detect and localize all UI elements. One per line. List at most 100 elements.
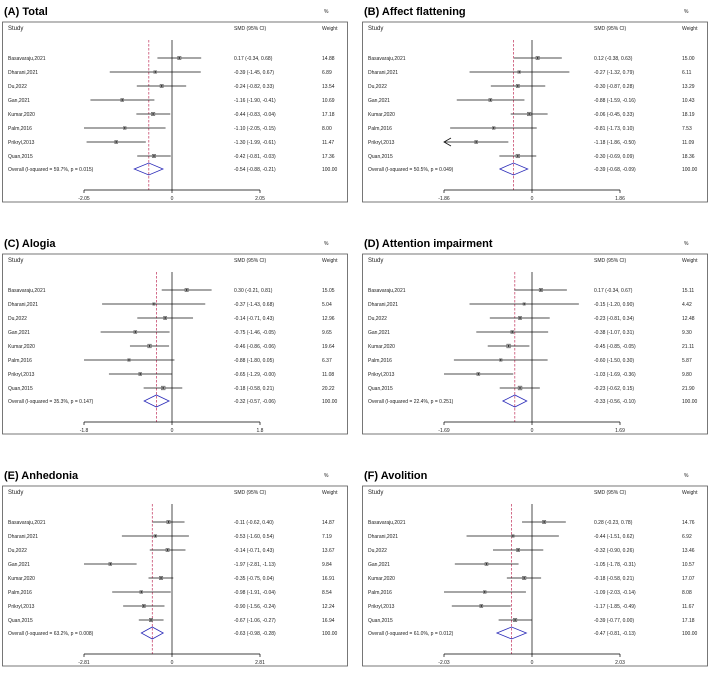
weight-label: 13.46 — [682, 548, 695, 554]
overall-ci-label: -0.33 (-0.56, -0.10) — [594, 399, 636, 405]
forest-panel-3: (C) Alogia % Study SMD (95% CI) Weight Basava… — [2, 238, 348, 435]
weight-label: 11.67 — [682, 604, 694, 610]
effect-ci-label: -0.14 (-0.71, 0.43) — [234, 316, 274, 322]
weight-label: 10.69 — [322, 98, 335, 104]
effect-ci-label: -0.24 (-0.82, 0.33) — [234, 84, 274, 90]
x-tick-label: -2.03 — [438, 660, 450, 666]
study-label: Prikryl,2013 — [368, 140, 395, 146]
study-point-estimate — [178, 57, 180, 59]
effect-header: SMD (95% CI) — [234, 26, 267, 32]
study-point-estimate — [536, 57, 539, 59]
effect-ci-label: -1.10 (-2.05, -0.15) — [234, 126, 276, 132]
effect-ci-label: -1.18 (-1.86, -0.50) — [594, 140, 636, 146]
effect-ci-label: -1.16 (-1.90, -0.41) — [234, 98, 276, 104]
effect-ci-label: -0.39 (-0.77, 0.00) — [594, 618, 634, 624]
study-point-estimate — [528, 113, 530, 115]
x-tick-label: -2.05 — [78, 196, 90, 202]
x-tick-label: 0 — [171, 196, 174, 202]
overall-ci-label: -0.63 (-0.98, -0.28) — [234, 631, 276, 637]
effect-ci-label: -0.75 (-1.46, -0.05) — [234, 330, 276, 336]
effect-ci-label: 0.28 (-0.23, 0.78) — [594, 520, 633, 526]
weight-label: 16.91 — [322, 576, 335, 582]
effect-ci-label: -1.17 (-1.85, -0.49) — [594, 604, 636, 610]
study-label: Du,2022 — [8, 84, 27, 90]
effect-header: SMD (95% CI) — [594, 258, 627, 264]
study-header: Study — [8, 26, 23, 32]
weight-label: 7.19 — [322, 534, 332, 540]
study-point-estimate — [121, 99, 123, 101]
overall-ci-label: -0.47 (-0.81, -0.13) — [594, 631, 636, 637]
study-label: Kumar,2020 — [8, 112, 35, 118]
study-label: Prikryl,2013 — [8, 372, 35, 378]
effect-header: SMD (95% CI) — [594, 26, 627, 32]
study-label: Palm,2016 — [368, 126, 392, 132]
effect-ci-label: -0.35 (-0.75, 0.04) — [234, 576, 274, 582]
study-label: Dharani,2021 — [368, 70, 398, 76]
effect-ci-label: -0.65 (-1.29, -0.00) — [234, 372, 276, 378]
study-label: Kumar,2020 — [368, 112, 395, 118]
effect-ci-label: -1.30 (-1.99, -0.61) — [234, 140, 276, 146]
study-label: Basavaraju,2021 — [368, 520, 406, 526]
study-point-estimate — [164, 317, 166, 319]
x-tick-label: -1.8 — [80, 428, 89, 434]
effect-ci-label: -0.53 (-1.60, 0.54) — [234, 534, 274, 540]
study-label: Palm,2016 — [8, 358, 32, 364]
forest-panel-2: (B) Affect flattening % Study SMD (95% CI) W… — [362, 6, 708, 203]
overall-ci-label: -0.32 (-0.57, -0.06) — [234, 399, 276, 405]
study-point-estimate — [514, 619, 516, 621]
study-label: Quan,2015 — [368, 154, 393, 160]
weight-label: 6.92 — [682, 534, 692, 540]
study-label: Kumar,2020 — [8, 344, 35, 350]
panel-border — [2, 485, 348, 667]
study-point-estimate — [519, 317, 521, 319]
effect-ci-label: -0.42 (-0.81, -0.03) — [234, 154, 276, 160]
panel-border — [362, 253, 708, 435]
x-tick-label: 1.69 — [615, 428, 625, 434]
weight-label: 8.08 — [682, 590, 692, 596]
effect-ci-label: -0.18 (-0.58, 0.21) — [594, 576, 634, 582]
panel-title: (E) Anhedonia — [4, 470, 79, 482]
weight-label: 16.94 — [322, 618, 335, 624]
study-point-estimate — [152, 113, 154, 115]
study-label: Quan,2015 — [8, 618, 33, 624]
weight-label: 17.18 — [682, 618, 695, 624]
study-label: Basavaraju,2021 — [368, 288, 406, 294]
percent-header: % — [684, 473, 689, 479]
overall-label: Overall (I-squared = 63.2%, p = 0.008) — [8, 631, 94, 637]
study-point-estimate — [517, 155, 519, 157]
panel-title: (B) Affect flattening — [364, 6, 466, 18]
x-tick-label: -1.69 — [438, 428, 450, 434]
weight-label: 6.89 — [322, 70, 332, 76]
weight-label: 13.67 — [322, 548, 335, 554]
effect-ci-label: -0.30 (-0.69, 0.09) — [594, 154, 634, 160]
study-point-estimate — [485, 563, 488, 565]
weight-label: 5.87 — [682, 358, 692, 364]
study-label: Du,2022 — [368, 548, 387, 554]
panel-title: (F) Avolition — [364, 470, 428, 482]
study-label: Quan,2015 — [8, 154, 33, 160]
ci-truncation-arrow — [443, 137, 452, 147]
effect-ci-label: 0.17 (-0.34, 0.68) — [234, 56, 273, 62]
study-point-estimate — [540, 289, 542, 291]
study-label: Kumar,2020 — [368, 344, 395, 350]
effect-ci-label: -0.32 (-0.90, 0.26) — [594, 548, 634, 554]
study-point-estimate — [154, 535, 157, 537]
effect-ci-label: -1.97 (-2.81, -1.13) — [234, 562, 276, 568]
study-point-estimate — [477, 373, 480, 375]
x-tick-label: 1.8 — [257, 428, 264, 434]
effect-ci-label: -0.45 (-0.85, -0.05) — [594, 344, 636, 350]
overall-diamond — [501, 394, 528, 408]
study-point-estimate — [115, 141, 117, 143]
weight-label: 9.80 — [682, 372, 692, 378]
study-label: Dharani,2021 — [8, 534, 38, 540]
study-label: Gan,2021 — [368, 330, 390, 336]
study-label: Dharani,2021 — [368, 302, 398, 308]
percent-header: % — [324, 9, 329, 15]
weight-label: 8.00 — [322, 126, 332, 132]
overall-weight-label: 100.00 — [322, 631, 338, 637]
study-point-estimate — [160, 577, 162, 579]
panel-title: (D) Attention impairment — [364, 238, 493, 250]
effect-ci-label: -1.03 (-1.69, -0.36) — [594, 372, 636, 378]
effect-ci-label: -1.09 (-2.03, -0.14) — [594, 590, 636, 596]
